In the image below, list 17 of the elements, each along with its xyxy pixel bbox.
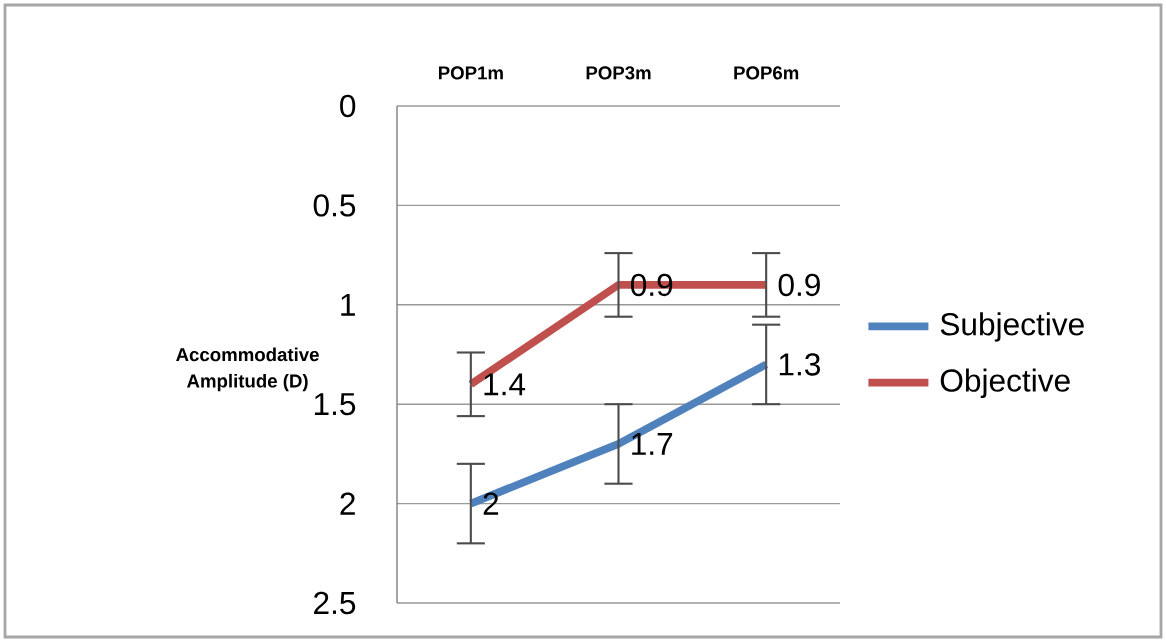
data-label: 0.9 <box>778 273 820 297</box>
y-tick-label: 1.5 <box>314 393 356 416</box>
x-tick-label: POP1m <box>438 66 503 80</box>
legend-label: Subjective <box>940 312 1084 342</box>
y-tick-label: 1 <box>341 293 355 316</box>
y-tick-label: 0 <box>340 94 356 118</box>
data-label: 1.4 <box>484 373 526 396</box>
y-tick-label: 2 <box>340 492 355 515</box>
x-tick-label: POP3m <box>586 66 651 80</box>
y-tick-label: 0.5 <box>313 194 356 217</box>
y-tick-label: 2.5 <box>314 591 356 615</box>
data-label: 2 <box>483 492 499 515</box>
y-axis-title: Accommodative Amplitude (D) <box>176 347 319 392</box>
legend-label: Objective <box>940 368 1070 399</box>
data-label: 1.3 <box>779 353 821 376</box>
data-label: 1.7 <box>632 433 673 455</box>
x-tick-label: POP6m <box>734 66 799 80</box>
